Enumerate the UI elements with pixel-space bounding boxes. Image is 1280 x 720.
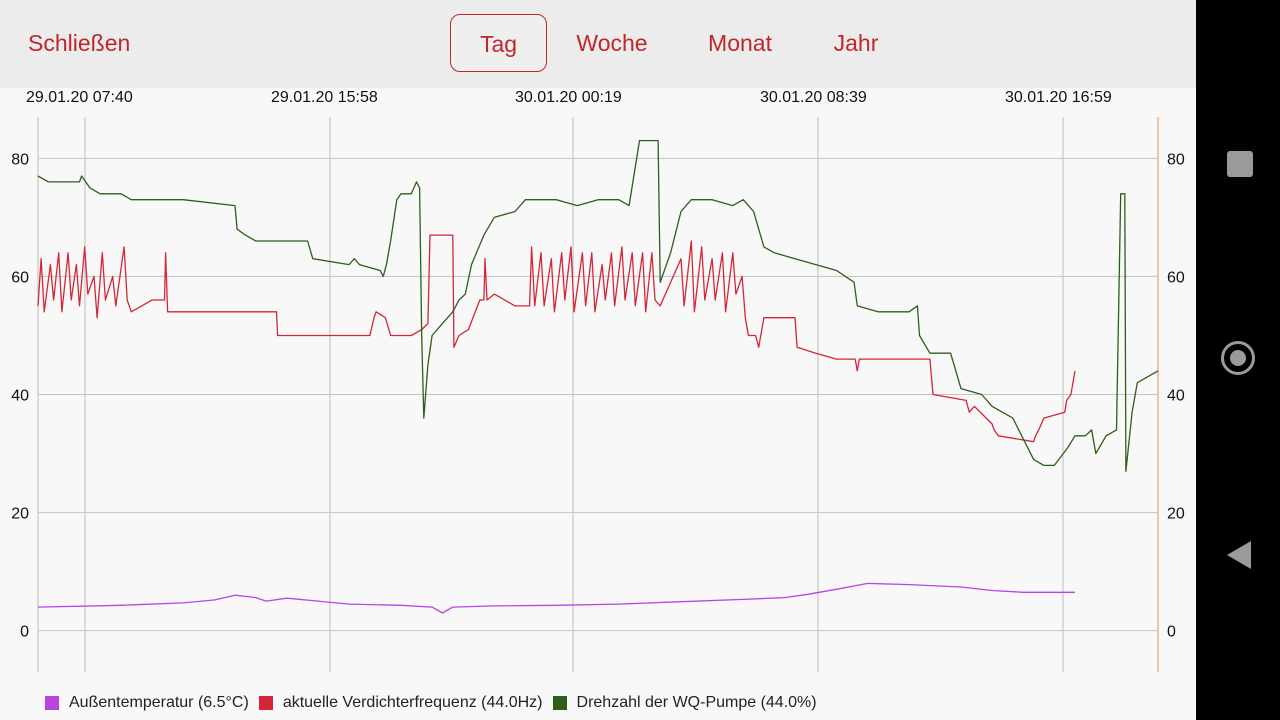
legend-item-pump-speed[interactable]: Drehzahl der WQ-Pumpe (44.0%) <box>552 694 817 712</box>
header-bar: Schließen Tag Woche Monat Jahr <box>0 0 1196 88</box>
x-tick-label: 29.01.20 15:58 <box>271 89 378 106</box>
series-line-compressor-frequency <box>37 234 1076 443</box>
x-tick-label: 30.01.20 08:39 <box>760 89 867 106</box>
tab-month[interactable]: Monat <box>708 30 772 56</box>
y-tick-label-left: 40 <box>11 388 29 405</box>
tab-day[interactable]: Tag <box>450 14 547 72</box>
y-tick-label-left: 20 <box>11 506 29 523</box>
y-tick-label-left: 80 <box>11 151 29 168</box>
legend-label: aktuelle Verdichterfrequenz (44.0Hz) <box>282 694 543 711</box>
y-tick-label-right: 40 <box>1167 388 1185 405</box>
android-navigation-bar <box>1196 0 1280 720</box>
legend-label: Außentemperatur (6.5°C) <box>69 694 249 711</box>
legend-label: Drehzahl der WQ-Pumpe (44.0%) <box>576 694 817 711</box>
home-icon[interactable] <box>1221 341 1255 375</box>
y-tick-label-right: 60 <box>1167 269 1185 286</box>
close-button[interactable]: Schließen <box>28 30 131 56</box>
y-tick-label-left: 0 <box>20 624 29 641</box>
y-tick-label-right: 0 <box>1167 624 1176 641</box>
legend-item-compressor-frequency[interactable]: aktuelle Verdichterfrequenz (44.0Hz) <box>258 694 543 712</box>
series-line-pump-speed <box>37 139 1159 472</box>
app: Schließen Tag Woche Monat Jahr 29.01.20 … <box>0 0 1196 712</box>
legend: Außentemperatur (6.5°C) aktuelle Verdich… <box>45 694 827 712</box>
legend-swatch <box>258 696 273 710</box>
series-line-outdoor-temp <box>37 582 1075 614</box>
y-tick-label-left: 60 <box>11 269 29 286</box>
home-icon-dot <box>1230 350 1246 366</box>
tab-year[interactable]: Jahr <box>833 30 879 56</box>
back-icon[interactable] <box>1227 541 1251 569</box>
legend-swatch <box>45 696 59 710</box>
line-chart[interactable]: 0 0 20 20 40 40 60 60 80 80 <box>0 110 1196 680</box>
legend-swatch <box>552 696 567 710</box>
tab-week[interactable]: Woche <box>576 30 648 56</box>
recents-icon[interactable] <box>1227 151 1253 177</box>
x-tick-label: 30.01.20 16:59 <box>1005 89 1112 106</box>
y-tick-label-right: 20 <box>1167 506 1185 523</box>
legend-item-outdoor-temp[interactable]: Außentemperatur (6.5°C) <box>45 694 249 712</box>
x-tick-label: 29.01.20 07:40 <box>26 89 133 106</box>
x-tick-label: 30.01.20 00:19 <box>515 89 622 106</box>
y-tick-label-right: 80 <box>1167 151 1185 168</box>
